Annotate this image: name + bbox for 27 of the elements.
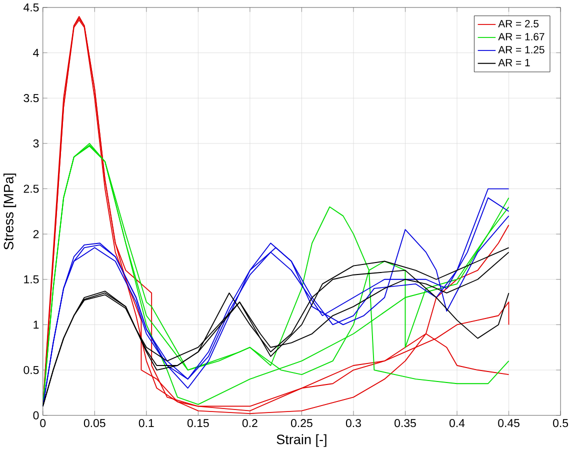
legend-label: AR = 1.67	[498, 32, 544, 40]
y-tick-label: 0.5	[24, 366, 39, 374]
y-tick-label: 1	[34, 320, 39, 328]
x-tick-label: 0.3	[346, 418, 361, 427]
y-tick-label: 2.5	[24, 184, 39, 193]
x-tick-label: 0.4	[449, 418, 465, 427]
x-tick-label: 0.2	[242, 418, 258, 427]
y-tick-label: 4	[33, 48, 39, 57]
x-tick-label: 0.35	[394, 418, 416, 427]
y-tick-label: 0	[33, 411, 39, 420]
x-tick-label: 0.45	[498, 418, 520, 427]
x-axis-title: Strain [-]	[276, 434, 326, 447]
legend-label: AR = 2.5	[498, 20, 539, 28]
legend-label: AR = 1	[498, 58, 530, 66]
y-tick-label: 4.5	[24, 3, 39, 12]
x-tick-label: 0.05	[84, 418, 106, 427]
x-tick-label: 0	[40, 418, 46, 427]
x-tick-label: 0.15	[187, 418, 209, 427]
y-tick-label: 2	[33, 230, 39, 238]
x-tick-label: 0.1	[138, 418, 154, 427]
y-tick-label: 3	[33, 139, 39, 148]
x-tick-label: 0.5	[553, 418, 568, 427]
y-axis-title: Stress [MPa]	[3, 173, 16, 250]
x-tick-label: 0.25	[291, 418, 312, 427]
y-tick-label: 1.5	[24, 275, 39, 284]
y-tick-label: 3.5	[24, 94, 39, 102]
legend-label: AR = 1.25	[498, 46, 544, 54]
